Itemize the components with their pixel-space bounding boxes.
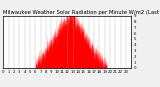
Text: Milwaukee Weather Solar Radiation per Minute W/m2 (Last 24 Hours): Milwaukee Weather Solar Radiation per Mi…: [3, 10, 160, 15]
